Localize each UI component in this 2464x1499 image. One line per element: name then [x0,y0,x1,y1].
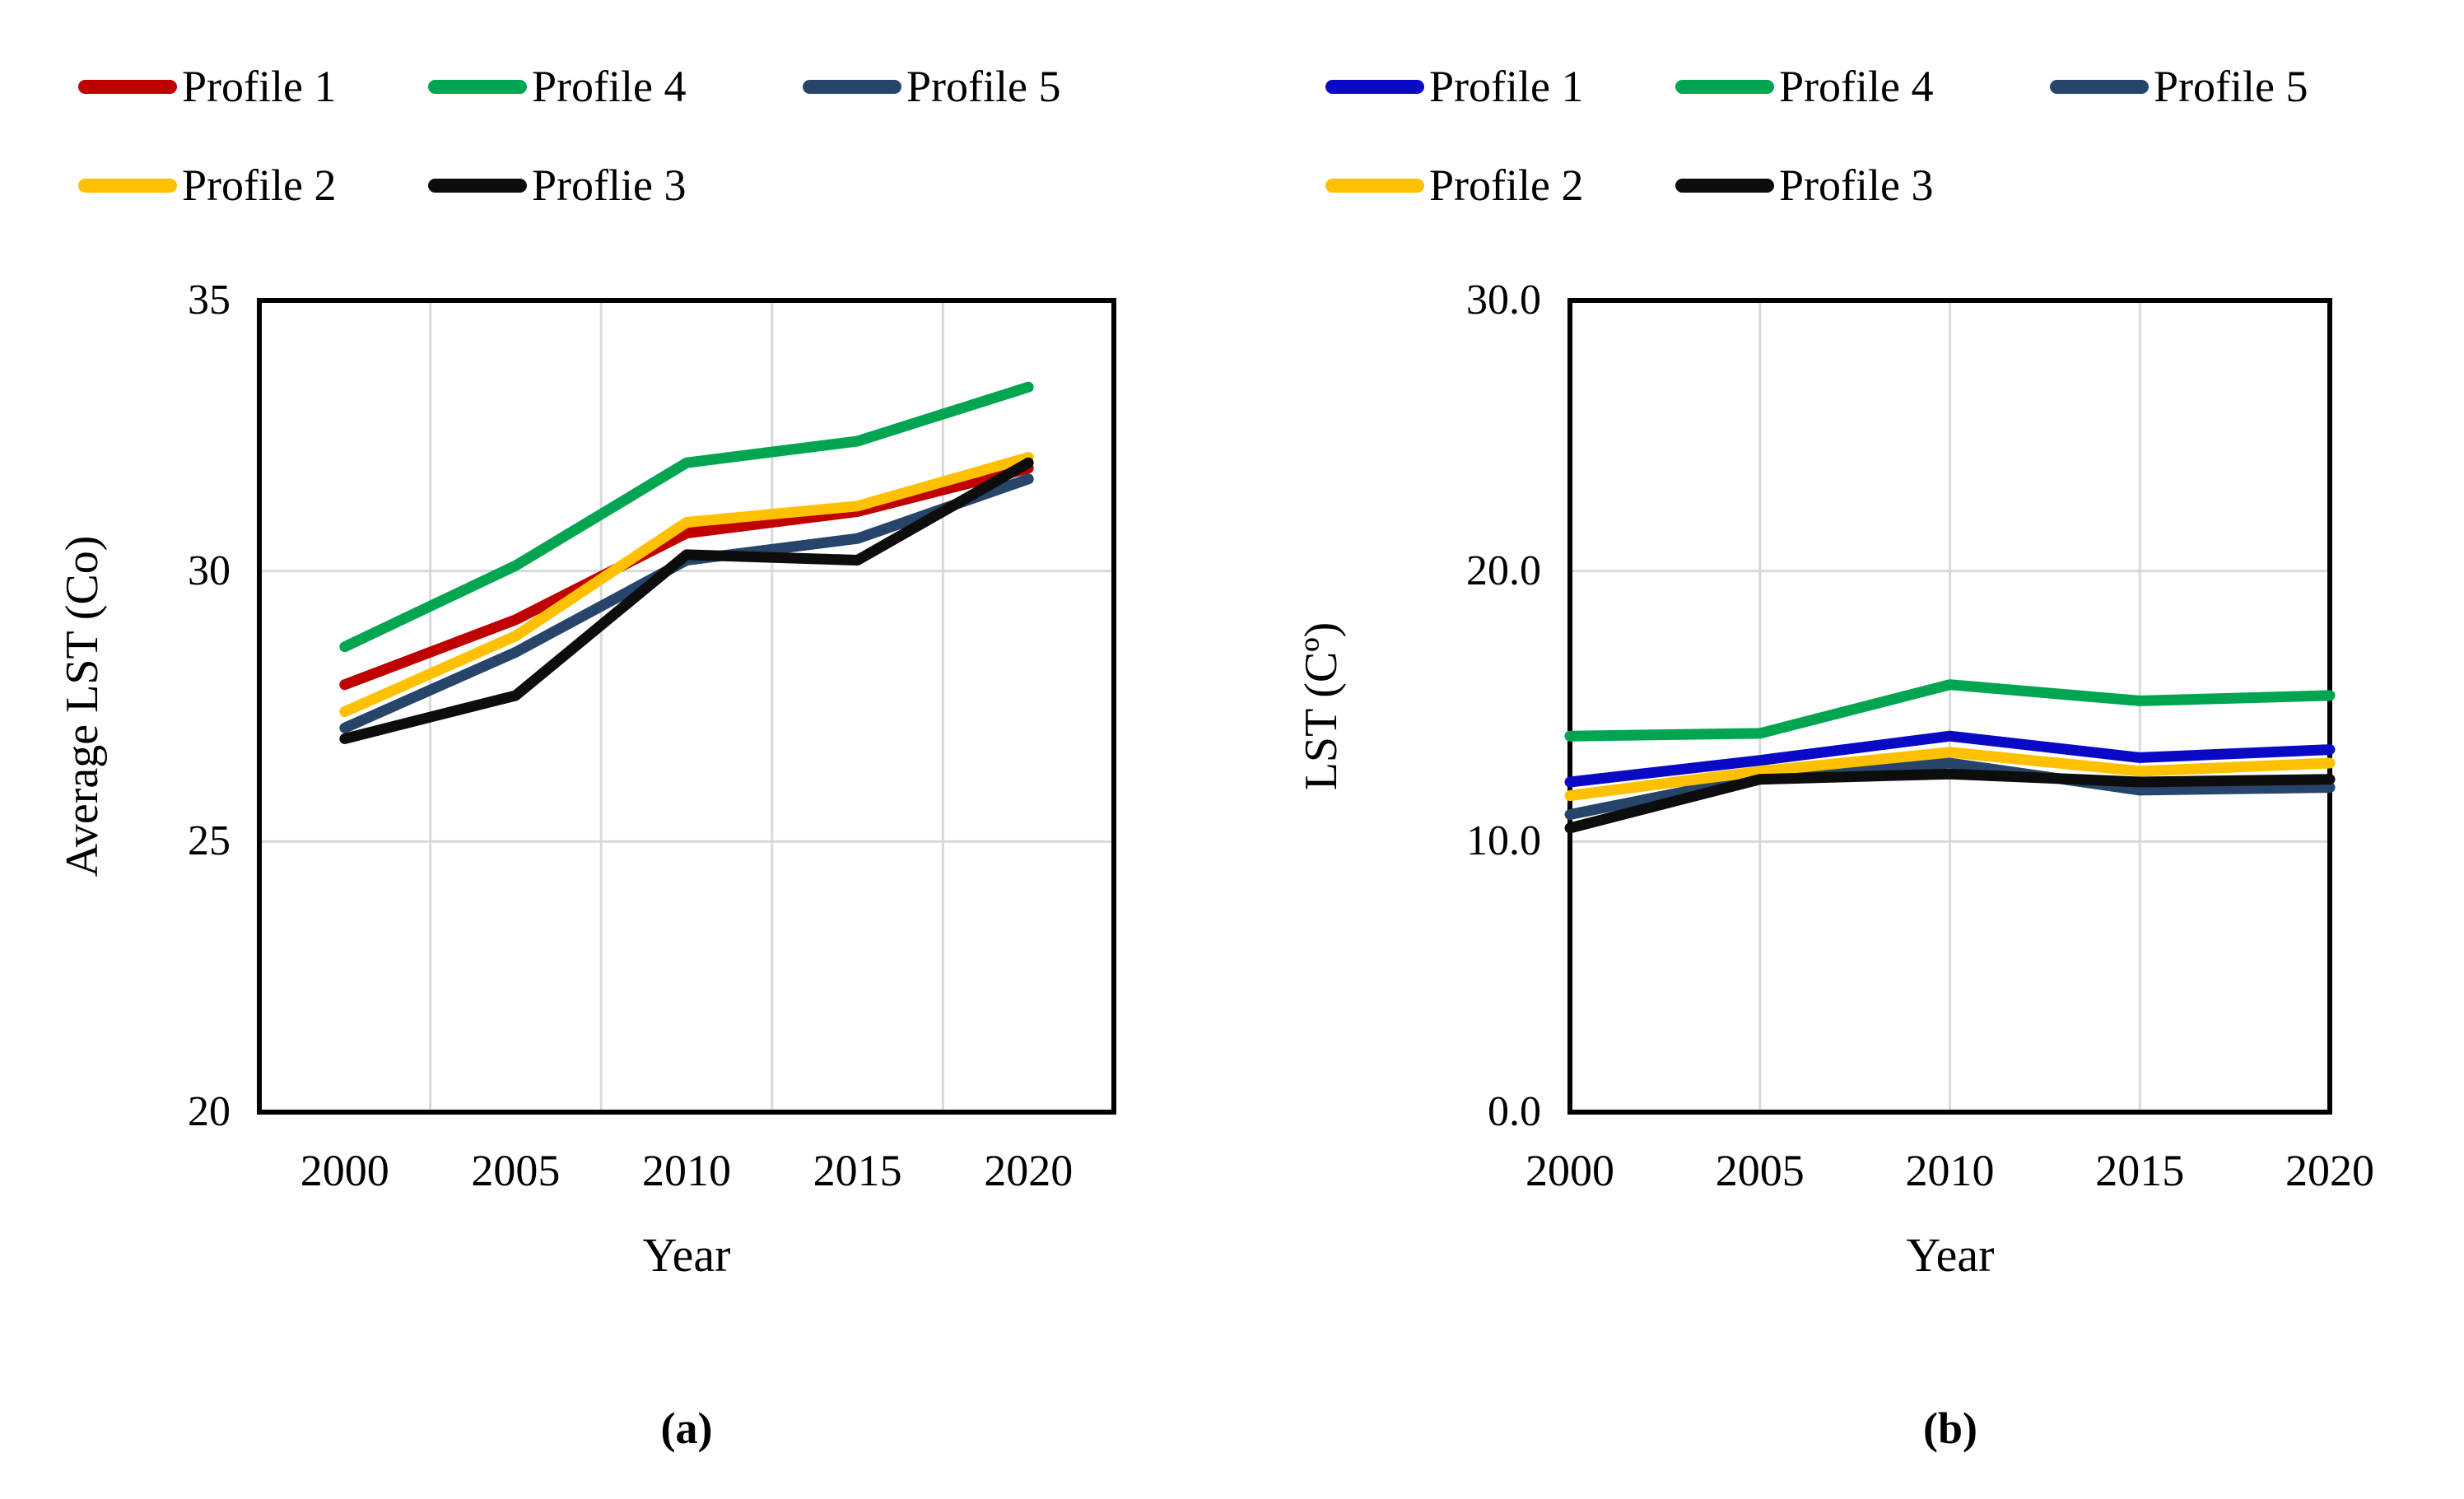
legend-label: Profile 4 [1779,62,1934,111]
legend-item-profile-1: Profile 1 [1325,58,1583,115]
legend-row-1-b: Profile 1 Profile 4 Profile 5 [0,58,2464,115]
legend-item-profile-2: Profile 2 [78,156,336,214]
series-line-profile-2 [339,452,1034,718]
x-tick-label: 2020 [984,1146,1074,1195]
legend-item-proflie-3: Proflie 3 [428,156,686,214]
profile-4-swatch [1675,79,1774,94]
legend-label: Proflie 3 [532,161,687,210]
line-chart-b [1564,298,2336,1115]
y-tick-label: 10.0 [1466,817,1541,865]
x-tick-label: 2000 [1525,1146,1614,1195]
x-tick-label: 2000 [300,1146,389,1195]
legend-label: Profile 4 [532,62,687,111]
x-tick-label: 2015 [813,1146,902,1195]
legend-label: Profile 1 [1429,62,1584,111]
x-tick-label: 2005 [1715,1146,1805,1195]
legend-label: Profile 3 [1779,161,1934,210]
y-tick-label: 0.0 [1488,1088,1541,1135]
legend-item-profile-5: Profile 5 [803,58,1060,115]
y-tick-label: 35 [188,277,231,324]
legend-row-2-b: Profile 2 Profile 3 [0,156,2464,214]
x-tick-label: 2010 [1905,1146,1995,1195]
legend-item-profile-1: Profile 1 [78,58,336,115]
legend-label: Profile 5 [906,62,1061,111]
profile-2-swatch [78,178,177,193]
legend-label: Profile 2 [182,161,337,210]
series-line-profile-1 [339,463,1034,691]
legend-label: Profile 1 [182,62,337,111]
profile-4-swatch [428,79,527,94]
series-line-profile-4 [1564,679,2336,742]
series-line-profile-3 [1564,768,2336,834]
y-tick-label: 30 [188,547,231,594]
profile-3-swatch [1675,178,1774,193]
plot-border [1567,298,2332,1115]
legend-label: Profile 2 [1429,161,1584,210]
x-axis-title-b: Year [1906,1228,1995,1282]
legend-row-2-a: Profile 2 Proflie 3 [0,156,2464,214]
x-axis-title-a: Year [642,1228,731,1282]
series-line-profile-5 [1564,757,2336,820]
legend-item-profile-4: Profile 4 [428,58,686,115]
plot-border [257,298,1116,1115]
y-tick-label: 25 [188,817,231,865]
legend-row-1-a: Profile 1 Profile 4 Profile 5 [0,58,2464,115]
profile-2-swatch [1325,178,1424,193]
series-line-proflie-3 [339,457,1034,744]
legend-item-profile-4: Profile 4 [1675,58,1933,115]
legend-item-profile-5: Profile 5 [2050,58,2308,115]
y-tick-label: 20 [188,1088,231,1135]
x-tick-label: 2020 [2285,1146,2374,1195]
profile-1-swatch [78,79,177,94]
profile-5-swatch [2050,79,2149,94]
series-line-profile-1 [1564,730,2336,788]
caption-b: (b) [1923,1404,1977,1453]
x-tick-label: 2010 [642,1146,731,1195]
caption-a: (a) [660,1404,713,1453]
line-chart-a [257,298,1116,1115]
legend-item-profile-3: Profile 3 [1675,156,1933,214]
profile-1-swatch [1325,79,1424,94]
x-tick-label: 2005 [471,1146,561,1195]
legend-item-profile-2: Profile 2 [1325,156,1583,214]
legend-label: Profile 5 [2154,62,2308,111]
x-tick-label: 2015 [2095,1146,2185,1195]
series-line-profile-2 [1564,747,2336,801]
profile-5-swatch [803,79,901,94]
y-axis-title-b: LST (Cº) [1296,621,1347,791]
y-tick-label: 20.0 [1466,547,1541,594]
y-tick-label: 30.0 [1466,277,1541,324]
proflie-3-swatch [428,178,527,193]
series-line-profile-4 [339,381,1034,653]
